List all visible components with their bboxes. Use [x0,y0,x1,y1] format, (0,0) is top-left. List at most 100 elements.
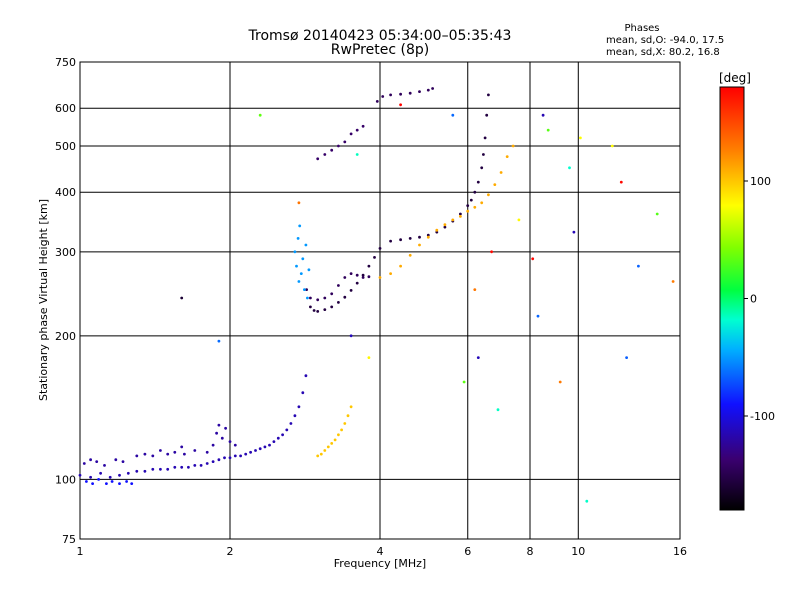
data-point [378,247,382,250]
data-point [297,405,301,409]
series-6 [293,224,311,300]
data-point [254,449,257,452]
data-point [135,469,139,473]
chart-title: Tromsø 20140423 05:34:00–05:35:43 [248,28,512,44]
data-point [399,103,402,107]
data-point [126,471,130,475]
data-point [389,93,392,97]
data-point [418,90,421,93]
data-point [306,296,309,300]
data-point [499,171,503,174]
data-point [299,272,303,275]
data-point [375,100,379,103]
data-point [466,209,470,213]
data-point [166,467,170,471]
data-point [451,218,455,222]
data-point [480,201,484,205]
data-point [293,250,297,254]
data-point [309,305,312,309]
data-point [487,93,490,97]
series-2 [85,478,134,485]
data-point [298,224,302,228]
data-point [305,288,308,291]
data-point [459,215,462,218]
data-point [244,452,248,456]
data-point [82,462,86,465]
data-point [343,140,347,144]
data-point [337,301,340,304]
x-tick-label: 2 [227,545,234,558]
data-point [546,128,550,132]
data-point [173,450,177,454]
data-point [110,480,114,483]
data-point [511,144,515,148]
colorbar-ticks: 100 0 -100 [744,175,775,423]
data-point [281,433,284,437]
data-point [443,225,447,229]
stats-title: Phases [624,23,659,34]
data-point [239,454,243,458]
data-point [263,445,267,449]
y-tick-label: 600 [55,102,76,115]
y-axis-ticks: 75 100 200 300 400 500 600 750 [55,56,76,546]
data-point [303,288,306,291]
data-point [418,243,421,247]
data-point [490,250,493,254]
data-point [268,443,271,447]
data-point [469,198,473,202]
data-point [233,454,237,458]
data-point [323,449,327,452]
data-point [180,445,184,449]
data-point [389,239,392,243]
data-point [183,452,186,456]
data-point [97,478,100,481]
data-point [389,272,392,275]
x-tick-label: 10 [571,545,585,558]
x-tick-label: 6 [464,545,471,558]
data-point [89,458,92,462]
data-point [343,422,347,425]
data-point [173,465,177,469]
grid-lines [80,62,680,539]
data-point [151,454,155,458]
data-point [355,128,359,132]
data-point [276,436,280,440]
data-point [249,450,253,454]
data-point [426,235,430,239]
data-point [180,296,184,300]
data-point [480,166,484,170]
colorbar-label: [deg] [719,71,751,85]
data-point [199,464,203,467]
data-point [355,153,359,156]
data-point [361,276,365,279]
data-point [343,295,347,299]
data-point [312,309,316,312]
data-point [78,473,82,477]
data-point [473,288,477,291]
x-axis-label: Frequency [MHz] [334,557,426,570]
data-point [333,438,337,442]
data-point [301,391,305,395]
data-point [355,273,359,277]
data-point [361,273,365,277]
data-point [316,298,320,302]
data-point [505,155,509,159]
data-point [418,235,421,239]
series-8 [316,124,365,161]
data-point [572,230,576,234]
data-point [399,92,402,96]
data-points [78,87,675,503]
y-tick-label: 500 [55,140,76,153]
colorbar-tick-label: -100 [750,410,775,423]
data-point [349,272,353,275]
data-point [223,456,226,460]
data-point [295,264,298,268]
y-axis-label: Stationary phase Virtual Height [km] [37,199,50,401]
y-tick-label: 200 [55,330,76,343]
stats-x-mode: mean, sd,X: 80.2, 16.8 [606,47,720,58]
data-point [289,422,293,425]
data-point [121,460,125,463]
data-point [349,289,353,292]
data-point [541,113,545,117]
